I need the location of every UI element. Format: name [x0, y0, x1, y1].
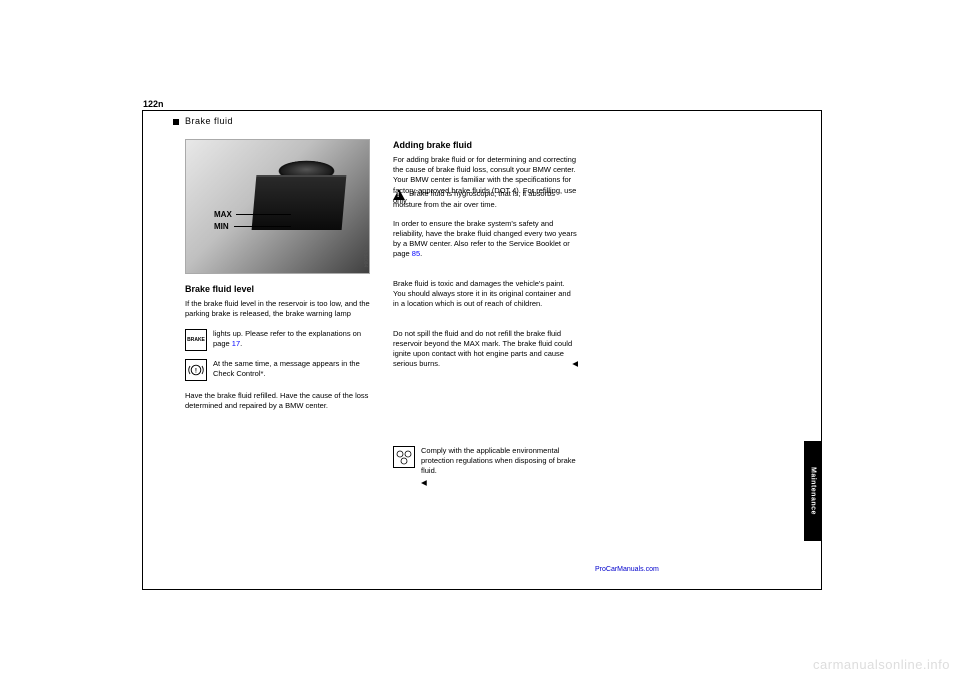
left-column: Brake fluid level [185, 283, 370, 299]
warn-text-d: Brake fluid is toxic and damages the veh… [393, 279, 571, 308]
figure-max-label: MAX [214, 210, 232, 219]
reservoir-body-graphic [252, 175, 347, 230]
brake-warning-icon-text: BRAKE [185, 329, 207, 351]
warn-text-e: Do not spill the fluid and do not refill… [393, 329, 572, 368]
page-number: 122n [143, 99, 164, 109]
bfl-para1b-wrap: lights up. Please refer to the explanati… [213, 329, 370, 349]
brake-fluid-level-heading: Brake fluid level [185, 283, 370, 295]
circle-brake-svg: ! [188, 362, 204, 378]
warning-block: Brake fluid is hygroscopic, that is, it … [393, 189, 578, 210]
bfl-para3-wrap: Have the brake fluid refilled. Have the … [185, 391, 370, 411]
warn-block-d: Brake fluid is toxic and damages the veh… [393, 279, 578, 309]
figure-min-label: MIN [214, 222, 229, 231]
warn-block-b: In order to ensure the brake system's sa… [393, 219, 578, 260]
side-tab-label: Maintenance [804, 441, 822, 541]
environment-icon [393, 446, 415, 468]
page-ref-85[interactable]: 85 [412, 249, 420, 258]
footnote-line: ProCarManuals.com [595, 566, 659, 573]
env-text: Comply with the applicable environmental… [421, 446, 576, 475]
adding-brake-fluid-heading: Adding brake fluid [393, 139, 578, 151]
warn-text-a: Brake fluid is hygroscopic, that is, it … [393, 189, 555, 209]
warn-block-e: Do not spill the fluid and do not refill… [393, 329, 578, 370]
page-frame: 122n Brake fluid Maintenance MAX MIN 46b… [142, 110, 822, 590]
figure-code: 46bde084 [362, 245, 368, 267]
figure-min-line [234, 226, 291, 227]
watermark: carmanualsonline.info [813, 657, 950, 672]
footnote-link[interactable]: ProCarManuals.com [595, 566, 659, 573]
brake-reservoir-figure: MAX MIN 46bde084 [185, 139, 370, 274]
figure-max-line [236, 214, 291, 215]
brake-warning-icon-circle: ! [185, 359, 207, 381]
bfl-para3: Have the brake fluid refilled. Have the … [185, 391, 368, 410]
brake-icon-label: BRAKE [187, 337, 205, 343]
left-column-para1: If the brake fluid level in the reservoi… [185, 299, 370, 319]
recycle-icon-svg [394, 447, 414, 467]
bfl-para2-wrap: At the same time, a message appears in t… [213, 359, 370, 379]
env-text-wrap: Comply with the applicable environmental… [421, 446, 578, 489]
warn-text-c: . [420, 249, 422, 258]
svg-text:!: ! [195, 367, 197, 374]
warning-triangle-icon [393, 189, 405, 200]
bfl-para1a: If the brake fluid level in the reservoi… [185, 299, 370, 318]
page-ref-17[interactable]: 17 [232, 339, 240, 348]
page-header: Brake fluid [185, 116, 233, 126]
bfl-para1c: . [240, 339, 242, 348]
bfl-para2: At the same time, a message appears in t… [213, 359, 360, 378]
section-marker [173, 119, 179, 125]
